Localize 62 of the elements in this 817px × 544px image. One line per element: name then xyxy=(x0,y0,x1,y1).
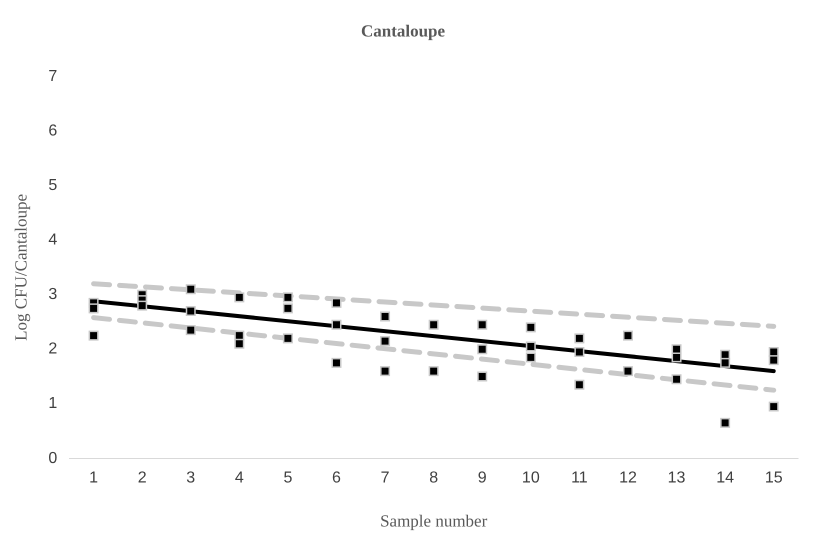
point xyxy=(622,366,633,376)
point xyxy=(88,330,99,341)
x-tick-label: 12 xyxy=(619,469,637,486)
y-tick-label: 6 xyxy=(48,122,58,140)
y-tick-label: 5 xyxy=(48,176,58,194)
y-tick-label: 7 xyxy=(48,68,58,85)
y-tick-label: 0 xyxy=(48,450,58,467)
x-tick-label: 14 xyxy=(716,469,734,486)
point xyxy=(380,366,390,376)
point xyxy=(622,330,633,341)
point xyxy=(380,336,390,346)
x-tick-label: 13 xyxy=(668,469,686,486)
point xyxy=(574,346,584,357)
x-tick-label: 5 xyxy=(283,469,292,486)
y-tick-label: 1 xyxy=(48,395,58,412)
point xyxy=(331,320,342,330)
x-tick-label: 6 xyxy=(332,469,342,486)
point xyxy=(526,322,536,332)
point xyxy=(477,344,488,354)
point xyxy=(477,372,488,382)
point xyxy=(768,402,779,412)
point xyxy=(137,300,148,311)
point xyxy=(282,292,293,302)
point xyxy=(282,333,293,344)
point xyxy=(574,380,584,390)
point xyxy=(526,342,536,352)
point xyxy=(720,418,730,428)
point xyxy=(672,374,682,384)
point xyxy=(672,352,682,362)
x-axis-title: Sample number xyxy=(380,511,488,530)
y-tick-label: 3 xyxy=(48,286,58,304)
x-tick-label: 8 xyxy=(429,469,438,486)
x-tick-label: 10 xyxy=(522,469,540,486)
point xyxy=(428,320,439,330)
y-tick-label: 2 xyxy=(48,340,58,358)
y-axis-title: Log CFU/Cantaloupe xyxy=(12,194,31,341)
point xyxy=(282,303,293,314)
point xyxy=(186,284,196,294)
point xyxy=(428,366,439,376)
point xyxy=(720,358,730,368)
point xyxy=(234,292,244,302)
x-tick-label: 7 xyxy=(380,469,390,486)
x-tick-label: 3 xyxy=(186,469,196,486)
x-tick-label: 11 xyxy=(571,469,588,486)
point xyxy=(331,298,342,308)
point xyxy=(380,312,390,322)
point xyxy=(186,325,196,336)
x-tick-label: 15 xyxy=(764,469,783,486)
point xyxy=(477,320,488,330)
point xyxy=(234,338,244,349)
point xyxy=(574,333,584,344)
x-tick-label: 4 xyxy=(234,469,244,486)
point xyxy=(768,355,779,366)
x-tick-label: 2 xyxy=(138,469,147,486)
y-tick-label: 4 xyxy=(48,232,58,249)
chart-title: Cantaloupe xyxy=(360,22,446,41)
point xyxy=(331,358,342,368)
x-tick-label: 1 xyxy=(89,469,98,486)
point xyxy=(88,303,99,314)
x-tick-label: 9 xyxy=(478,469,487,486)
point xyxy=(186,306,196,316)
point xyxy=(526,352,536,362)
